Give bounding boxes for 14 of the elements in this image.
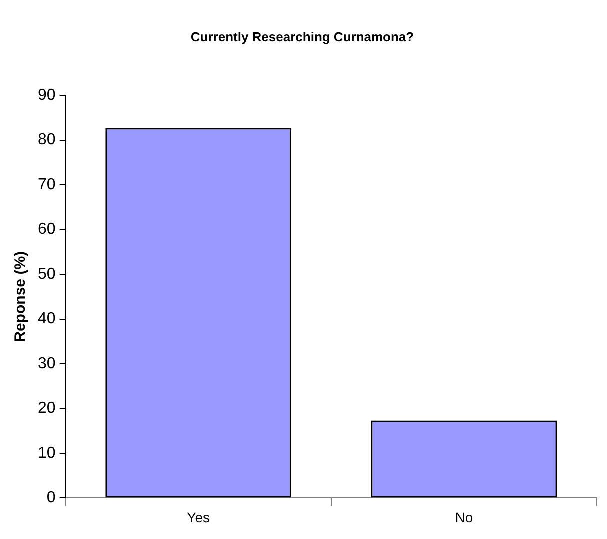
y-tick-label: 0 bbox=[46, 490, 56, 507]
y-tick-label: 50 bbox=[38, 266, 56, 283]
x-tick-label: Yes bbox=[187, 509, 210, 526]
y-tick-label: 40 bbox=[38, 310, 56, 328]
y-tick-label: 20 bbox=[38, 400, 56, 418]
x-tick-label: No bbox=[455, 509, 474, 526]
y-tick-label: 60 bbox=[38, 221, 56, 238]
y-tick-label: 90 bbox=[38, 87, 56, 104]
y-tick-label: 10 bbox=[38, 444, 56, 462]
y-axis-title: Reponse (%) bbox=[12, 251, 30, 342]
chart-title: Currently Researching Curnamona? bbox=[190, 29, 414, 44]
y-tick-label: 80 bbox=[38, 132, 56, 149]
y-tick-label: 30 bbox=[38, 355, 56, 372]
y-tick-label: 70 bbox=[38, 176, 56, 194]
